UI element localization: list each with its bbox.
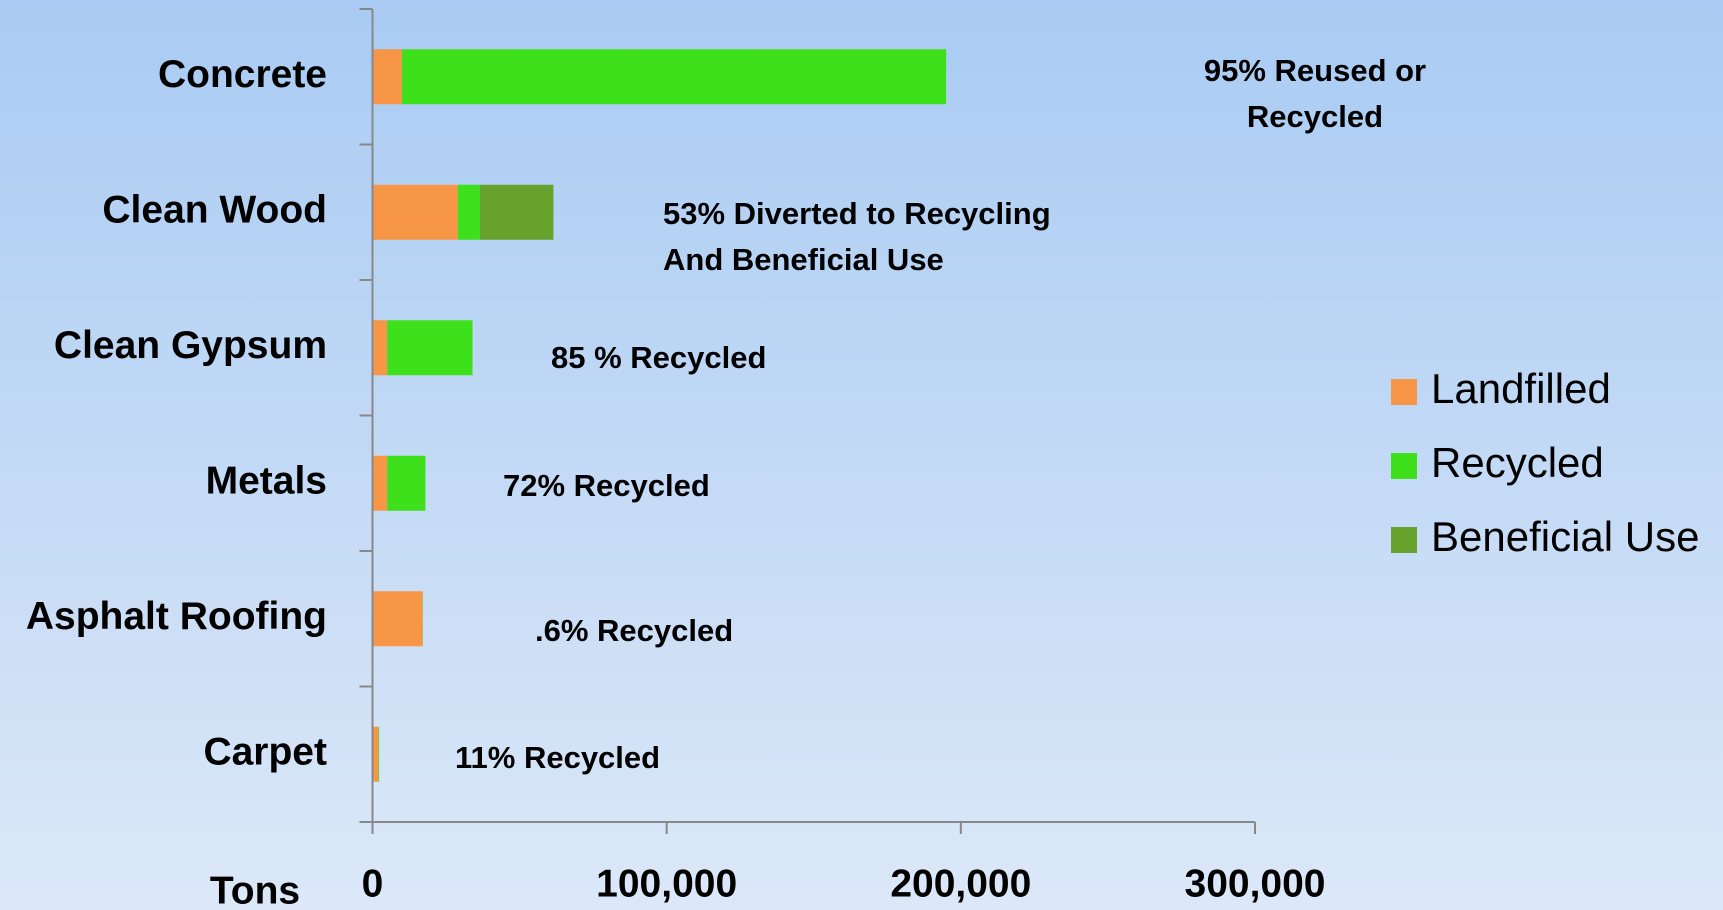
bar-segment [372, 591, 423, 647]
bar-segment [372, 726, 379, 782]
category-label: Clean Gypsum [54, 324, 327, 367]
annotation: 85 % Recycled [551, 340, 766, 375]
x-tick-label: 300,000 [1185, 862, 1326, 905]
bar-segment [378, 726, 380, 782]
annotation: 72% Recycled [503, 468, 710, 503]
annotation: 11% Recycled [455, 740, 660, 775]
legend-swatch [1391, 527, 1417, 553]
x-tick-label: 100,000 [596, 862, 737, 905]
category-label: Asphalt Roofing [26, 595, 327, 638]
legend-label: Beneficial Use [1431, 513, 1699, 560]
bar-segment [401, 49, 947, 105]
bar-segment [457, 184, 480, 240]
bar-segment [387, 320, 473, 376]
bar-segment [479, 184, 554, 240]
legend-label: Landfilled [1431, 365, 1611, 412]
legend-label: Recycled [1431, 439, 1604, 486]
annotation: And Beneficial Use [663, 242, 944, 277]
legend-swatch [1391, 453, 1417, 479]
annotation: Recycled [1247, 99, 1383, 134]
bar-segment [372, 455, 388, 511]
category-label: Concrete [158, 53, 327, 96]
annotation: 53% Diverted to Recycling [663, 196, 1051, 231]
bar-segment [372, 49, 402, 105]
bar-segment [372, 320, 388, 376]
legend-swatch [1391, 379, 1417, 405]
category-label: Clean Wood [102, 189, 327, 232]
annotation: 95% Reused or [1204, 53, 1426, 88]
x-tick-label: 200,000 [890, 862, 1031, 905]
annotation: .6% Recycled [535, 613, 733, 648]
x-tick-label: 0 [362, 862, 384, 905]
category-label: Carpet [203, 731, 327, 774]
category-label: Metals [206, 460, 327, 503]
bar-segment [387, 455, 426, 511]
bar-segment [372, 184, 458, 240]
x-axis-label: Tons [210, 869, 300, 910]
